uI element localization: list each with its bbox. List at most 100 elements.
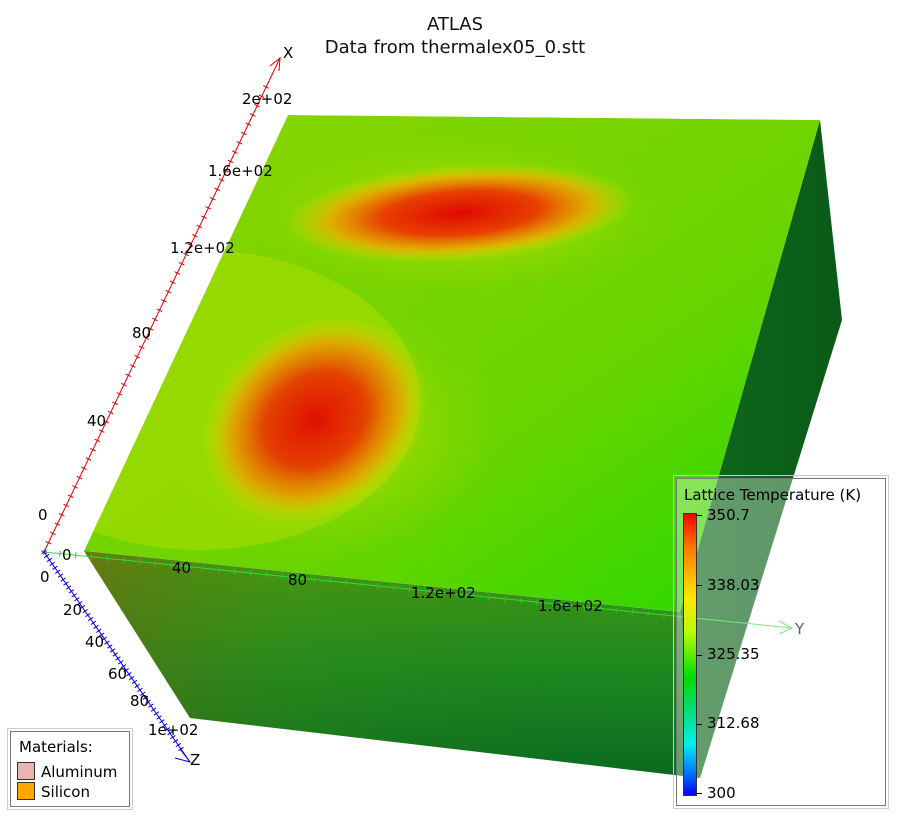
y-axis-tick (536, 599, 538, 606)
materials-legend: Materials: Aluminum Silicon (7, 728, 133, 810)
z-axis-tick (170, 735, 176, 740)
y-axis-tick (408, 586, 411, 593)
z-axis-tick (120, 664, 127, 669)
temperature-surface (84, 115, 820, 612)
x-axis-tick (192, 234, 198, 238)
y-axis-tick (345, 579, 347, 586)
x-axis-tick (223, 168, 229, 173)
x-axis-tick (129, 364, 136, 368)
x-tick-label: 0 (38, 506, 48, 524)
z-axis-tick (76, 601, 83, 606)
color-legend: Lattice Temperature (K) 350.7 338.03 325… (673, 475, 889, 809)
z-axis-tick (60, 577, 66, 582)
y-axis-tick (456, 591, 459, 598)
x-axis-tick (263, 85, 269, 89)
x-axis-tick (85, 457, 92, 461)
z-axis-tick (134, 683, 140, 689)
z-axis-tick (107, 644, 113, 649)
y-axis-tick (504, 596, 506, 603)
z-axis-tick (57, 573, 64, 578)
x-axis-tick (103, 420, 110, 424)
x-axis-tick (107, 410, 114, 415)
x-axis-tick (89, 447, 96, 452)
y-axis-tick (154, 560, 157, 567)
y-axis-tick (631, 609, 634, 616)
x-axis-tick (227, 159, 234, 164)
x-axis-tick (245, 122, 252, 126)
z-tick-label: 60 (108, 665, 127, 683)
x-axis-tick (143, 336, 150, 340)
x-axis-tick (45, 540, 52, 545)
x-axis-tick (147, 327, 154, 331)
y-axis-tick (599, 605, 602, 612)
colorbar-tick (696, 724, 702, 725)
x-axis-tick (49, 531, 56, 536)
y-axis-tick (647, 610, 650, 617)
x-axis-tick (178, 261, 185, 266)
y-axis-tick (615, 607, 618, 614)
y-axis-tick (424, 587, 427, 595)
z-axis-tick (71, 593, 77, 598)
z-axis-tick (49, 561, 55, 566)
y-axis-name: Y (794, 620, 805, 638)
y-axis-tick (488, 594, 491, 601)
z-axis-tick (142, 695, 149, 700)
y-axis-tick (313, 576, 316, 583)
z-tick-label: 80 (130, 692, 149, 710)
material-label: Aluminum (41, 763, 118, 781)
y-axis-tick (472, 592, 475, 599)
material-swatch (17, 782, 35, 800)
x-axis-tick (58, 513, 65, 517)
y-axis-tick (440, 589, 443, 596)
colorbar (683, 513, 697, 796)
colorbar-label: 350.7 (707, 506, 750, 524)
x-axis-tick (67, 494, 74, 498)
x-axis-tick (160, 299, 167, 303)
z-axis-tick (101, 636, 108, 641)
x-tick-label: 40 (87, 412, 106, 430)
z-axis-tick (156, 715, 162, 720)
z-axis-tick (148, 703, 154, 708)
x-axis-tick (254, 103, 261, 108)
x-axis-tick (205, 206, 212, 210)
z-axis-tick (68, 589, 75, 594)
colorbar-tick (696, 585, 702, 586)
x-axis-tick (125, 373, 132, 378)
y-axis-tick (202, 565, 204, 572)
x-axis-tick (63, 503, 70, 508)
z-axis-tick (167, 731, 173, 736)
z-axis-tick (112, 652, 118, 657)
block-front-face-shading (84, 551, 700, 778)
x-axis-tick (94, 438, 101, 443)
x-axis: X 0 40 80 1.2e+02 1.6e+02 2e+02 (38, 44, 293, 554)
z-axis-tick (90, 620, 97, 626)
x-axis-tick (196, 224, 203, 229)
y-axis: Y 0 40 80 1.2e+02 1.6e+02 (43, 546, 805, 638)
x-axis-tick (134, 354, 141, 359)
y-tick-label: 1.6e+02 (538, 597, 603, 615)
y-tick-label: 80 (288, 571, 307, 589)
colorbar-tick (696, 515, 702, 516)
y-axis-tick (74, 552, 77, 559)
z-axis-tick (137, 687, 143, 693)
x-axis-tick (81, 466, 87, 471)
y-axis-tick (297, 574, 300, 582)
x-axis-tick (54, 522, 61, 526)
plot-title: ATLAS (426, 14, 484, 35)
y-axis-tick (377, 583, 379, 590)
z-axis-tick (63, 581, 69, 586)
x-axis-tick (258, 94, 265, 99)
x-axis-tick (112, 401, 118, 405)
plot-subtitle: Data from thermalex05_0.stt (324, 37, 586, 58)
y-axis-tick (520, 597, 522, 604)
x-axis-tick (152, 317, 158, 322)
x-axis-tick (169, 280, 176, 285)
z-axis-tick (117, 660, 124, 665)
z-axis-tick (178, 746, 184, 752)
z-axis-tick (93, 624, 99, 629)
y-axis-tick (59, 550, 61, 557)
z-axis-name: Z (190, 751, 200, 769)
x-axis-tick (236, 141, 243, 145)
z-axis: Z 0 20 40 60 80 1e+02 (40, 549, 200, 769)
